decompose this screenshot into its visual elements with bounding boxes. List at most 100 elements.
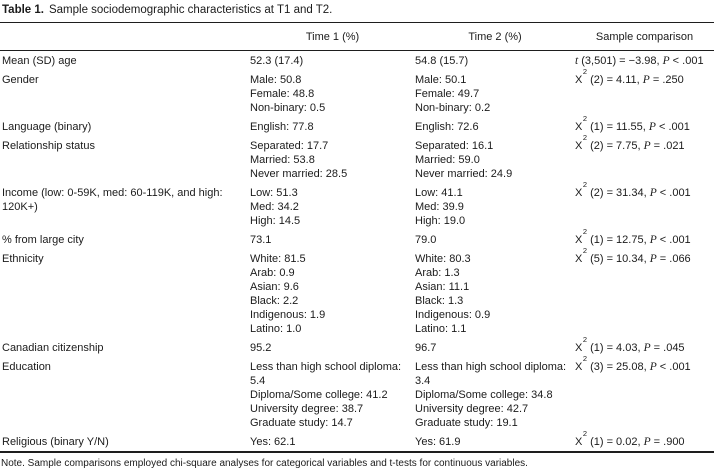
p-value-text: = .900 [650, 435, 685, 448]
stat-text: (2) = 7.75, [587, 139, 644, 152]
time1-line: Diploma/Some college: 41.2 [250, 388, 388, 401]
table-row: Ethnicity White: 81.5 Arab: 0.9 Asian: 9.6 B… [0, 246, 714, 338]
time1-cell: Less than high school diploma: 5.4 Diploma… [250, 357, 415, 432]
characteristic-line: Income (low: 0-59K, med: 60-119K, and hi… [2, 186, 223, 199]
time1-line: High: 14.5 [250, 214, 301, 227]
characteristic-line: Education [2, 360, 51, 373]
time1-line: Male: 50.8 [250, 73, 302, 86]
comparison-cell: X2 (3) = 25.08, P < .001 [575, 355, 714, 432]
stat-superscript: 2 [582, 114, 588, 124]
time2-cell: Less than high school diploma: 3.4 Diploma… [415, 357, 575, 432]
time1-line: Never married: 28.5 [250, 167, 348, 180]
time2-line: Male: 50.1 [415, 73, 467, 86]
stat-superscript: 2 [582, 335, 588, 345]
stat-superscript: 2 [582, 246, 588, 256]
p-symbol: P [643, 341, 651, 354]
table-row: Gender Male: 50.8 Female: 48.8 Non-binary: … [0, 67, 714, 117]
comparison-cell: X2 (2) = 4.11, P = .250 [575, 67, 714, 117]
stat-text: (3,501) = −3.98, [578, 54, 663, 67]
time1-line: 73.1 [250, 233, 272, 246]
stat-text: (1) = 0.02, [587, 435, 644, 448]
stat-text: (2) = 31.34, [587, 186, 650, 199]
time1-line: Indigenous: 1.9 [250, 308, 326, 321]
time2-line: Separated: 16.1 [415, 139, 494, 152]
stat-text: (5) = 10.34, [587, 252, 650, 265]
comparison-cell: X2 (1) = 0.02, P = .900 [575, 429, 714, 453]
time2-cell: Low: 41.1 Med: 39.9 High: 19.0 [415, 183, 575, 230]
time2-cell: Separated: 16.1 Married: 59.0 Never marrie… [415, 136, 575, 183]
time2-line: Non-binary: 0.2 [415, 101, 491, 114]
comparison-cell: X2 (2) = 7.75, P = .021 [575, 134, 714, 183]
p-value-text: < .001 [656, 186, 691, 199]
time2-line: Less than high school diploma: [415, 360, 567, 373]
stat-symbol: X [575, 120, 583, 133]
table-row: Income (low: 0-59K, med: 60-119K, and hi… [0, 181, 714, 230]
time1-line: Latino: 1.0 [250, 322, 302, 335]
stat-text: (1) = 4.03, [587, 341, 644, 354]
p-symbol: P [642, 73, 650, 86]
table-row: % from large city 73.1 79.0 X2 (1) = 12.75,… [0, 228, 714, 249]
row-characteristic: Ethnicity [0, 249, 250, 338]
time1-cell: White: 81.5 Arab: 0.9 Asian: 9.6 Black: 2.2… [250, 249, 415, 338]
time2-line: White: 80.3 [415, 252, 471, 265]
time2-cell: 96.7 [415, 338, 575, 357]
p-symbol: P [649, 360, 657, 373]
header-sample-comparison: Sample comparison [575, 22, 714, 51]
time2-line: 79.0 [415, 233, 437, 246]
time2-cell: 79.0 [415, 230, 575, 249]
time1-line: Separated: 17.7 [250, 139, 329, 152]
time2-line: Never married: 24.9 [415, 167, 513, 180]
p-value-text: = .021 [650, 139, 685, 152]
time1-line: White: 81.5 [250, 252, 306, 265]
time2-line: Latino: 1.1 [415, 322, 467, 335]
row-characteristic: Canadian citizenship [0, 338, 250, 357]
table-title-label: Table 1. [2, 4, 44, 16]
time2-line: Med: 39.9 [415, 200, 464, 213]
time1-line: English: 77.8 [250, 120, 314, 133]
stat-symbol: X [575, 341, 583, 354]
time1-cell: English: 77.8 [250, 117, 415, 136]
header-time2: Time 2 (%) [415, 22, 575, 51]
time2-line: Arab: 1.3 [415, 266, 460, 279]
time1-line: Female: 48.8 [250, 87, 315, 100]
stat-symbol: X [575, 435, 583, 448]
stat-symbol: X [575, 186, 583, 199]
time2-cell: Male: 50.1 Female: 49.7 Non-binary: 0.2 [415, 70, 575, 117]
time2-line: High: 19.0 [415, 214, 466, 227]
characteristic-line: Relationship status [2, 139, 95, 152]
row-characteristic: % from large city [0, 230, 250, 249]
stat-text: (1) = 12.75, [587, 233, 650, 246]
p-symbol: P [643, 139, 651, 152]
p-value-text: = .250 [649, 73, 684, 86]
time2-line: Yes: 61.9 [415, 435, 461, 448]
time2-cell: English: 72.6 [415, 117, 575, 136]
table-row: Religious (binary Y/N) Yes: 62.1 Yes: 61.9… [0, 429, 714, 453]
p-symbol: P [643, 435, 651, 448]
time1-cell: 95.2 [250, 338, 415, 357]
stat-symbol: t [575, 54, 579, 67]
stat-text: (1) = 11.55, [587, 120, 649, 133]
p-symbol: P [649, 233, 657, 246]
time1-line: Yes: 62.1 [250, 435, 296, 448]
table-row: Mean (SD) age 52.3 (17.4) 54.8 (15.7) t (3,… [0, 51, 714, 71]
time1-cell: 52.3 (17.4) [250, 51, 415, 71]
stat-superscript: 2 [582, 67, 588, 77]
stat-text: (3) = 25.08, [587, 360, 650, 373]
table-body: Mean (SD) age 52.3 (17.4) 54.8 (15.7) t (3,… [0, 51, 714, 453]
stat-superscript: 2 [582, 429, 588, 439]
characteristic-line: Ethnicity [2, 252, 44, 265]
time2-line: Married: 59.0 [415, 153, 480, 166]
comparison-cell: X2 (1) = 4.03, P = .045 [575, 335, 714, 357]
p-symbol: P [662, 54, 670, 67]
characteristic-line: Canadian citizenship [2, 341, 104, 354]
p-value-text: < .001 [669, 54, 704, 67]
header-row: Time 1 (%) Time 2 (%) Sample comparison [0, 22, 714, 51]
p-value-text: < .001 [656, 233, 691, 246]
row-characteristic: Education [0, 357, 250, 432]
p-symbol: P [649, 252, 657, 265]
stat-text: (2) = 4.11, [587, 73, 643, 86]
stat-symbol: X [575, 233, 583, 246]
p-value-text: = .045 [650, 341, 685, 354]
stat-symbol: X [575, 252, 583, 265]
